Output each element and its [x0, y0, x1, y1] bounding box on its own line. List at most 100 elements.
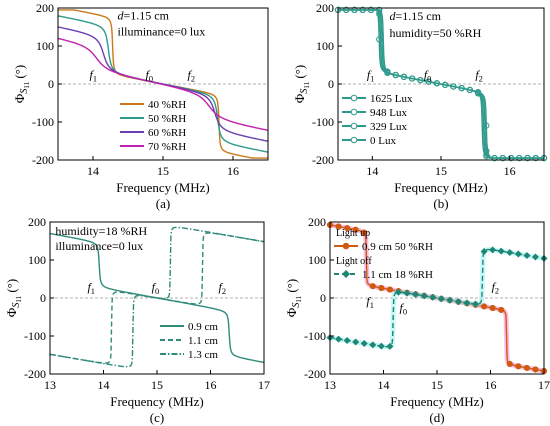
y-tick-label: 0	[320, 291, 326, 305]
x-tick-label: 14	[98, 378, 110, 392]
series-marker	[523, 251, 531, 259]
series-marker	[429, 293, 437, 301]
legend-label: 948 Lux	[370, 107, 407, 119]
annotation: f0	[146, 67, 154, 83]
series-marker	[483, 147, 490, 155]
legend-label: 70 %RH	[148, 141, 186, 153]
series-marker	[524, 155, 531, 162]
y-tick-label: 200	[308, 215, 326, 229]
panel-label: (c)	[150, 410, 164, 425]
x-tick-label: 13	[44, 378, 56, 392]
series-marker	[351, 6, 358, 13]
series-marker	[442, 81, 449, 88]
series-marker	[514, 250, 522, 258]
legend-label: 329 Lux	[370, 121, 407, 133]
x-axis-label: Frequency (MHz)	[390, 394, 484, 409]
y-tick-label: -200	[32, 153, 54, 167]
panel-label: (a)	[156, 196, 170, 211]
legend-marker	[350, 136, 358, 144]
series-marker	[369, 283, 376, 290]
x-tick-label: 16	[205, 378, 217, 392]
x-tick-label: 15	[431, 378, 443, 392]
x-tick-label: 15	[151, 378, 163, 392]
legend-label: 40 %RH	[148, 99, 186, 111]
series-marker	[409, 75, 416, 82]
series-marker	[506, 249, 514, 257]
legend-label: 1.3 cm	[188, 349, 218, 361]
annotation: f0	[424, 67, 432, 83]
series-marker	[454, 298, 462, 306]
series-marker	[378, 284, 385, 292]
y-tick-label: -200	[312, 153, 334, 167]
annotation: humidity=50 %RH	[390, 26, 482, 40]
legend-marker	[350, 94, 358, 102]
series-marker	[532, 366, 539, 373]
y-tick-label: -100	[304, 329, 326, 343]
legend-label: 1.1 cm 18 %RH	[362, 269, 433, 281]
series-marker	[446, 296, 454, 304]
series-marker	[450, 83, 457, 90]
series-marker	[433, 80, 440, 87]
series-marker	[489, 246, 497, 254]
series-marker	[498, 306, 505, 314]
annotation: f2	[492, 279, 500, 295]
series-marker	[376, 6, 383, 13]
panel-label: (b)	[433, 196, 448, 211]
annotation: illuminance=0 lux	[55, 239, 143, 253]
x-tick-label: 17	[258, 378, 270, 392]
series-marker	[507, 155, 515, 162]
y-tick-label: 200	[36, 1, 54, 15]
legend-marker	[350, 122, 358, 130]
series-marker	[472, 300, 480, 308]
series-marker	[523, 364, 530, 372]
legend-label: 60 %RH	[148, 127, 186, 139]
x-tick-label: 16	[504, 164, 516, 178]
x-tick-label: 17	[538, 378, 550, 392]
series-marker	[474, 88, 482, 96]
series-marker	[458, 84, 465, 92]
series-marker	[369, 341, 377, 349]
x-tick-label: 16	[227, 164, 239, 178]
annotation: f0	[400, 300, 408, 316]
series-line	[57, 37, 269, 131]
panel-c: 13 14 15 16 17 -200 -100 0 100 200 Frequency (MHz)…	[4, 215, 270, 425]
series-marker	[412, 290, 420, 298]
y-tick-label: 200	[316, 1, 334, 15]
annotation: f1	[90, 67, 98, 83]
annotation: f2	[188, 67, 196, 83]
annotation: f1	[366, 294, 374, 310]
panel-d: 13 14 15 16 17 -200 -100 0 100 200 Frequency (MHz)…	[284, 215, 550, 425]
series-marker	[344, 224, 351, 232]
series-marker	[506, 360, 513, 368]
panel-label: (d)	[429, 410, 444, 425]
series-marker	[386, 342, 394, 350]
legend-label: 50 %RH	[148, 113, 186, 125]
series-marker	[343, 337, 351, 345]
y-tick-label: -100	[24, 329, 46, 343]
x-tick-label: 15	[157, 164, 169, 178]
y-axis-label: ΦS11 (°)	[292, 65, 311, 103]
y-tick-label: -100	[32, 115, 54, 129]
series-marker	[516, 155, 523, 162]
y-axis-label: ΦS11 (°)	[12, 65, 31, 103]
series-marker	[532, 155, 539, 162]
series-marker	[466, 86, 473, 93]
annotation: f2	[219, 280, 227, 296]
annotation: d=1.15 cm	[118, 8, 170, 22]
series-marker	[394, 288, 402, 296]
y-axis-label: ΦS11 (°)	[284, 279, 303, 317]
series-marker	[491, 155, 498, 162]
legend-label: 1625 Lux	[370, 93, 413, 105]
series-marker	[352, 226, 359, 233]
series-marker	[386, 286, 394, 293]
x-tick-label: 14	[366, 164, 378, 178]
y-tick-label: 200	[28, 215, 46, 229]
y-axis-label: ΦS11 (°)	[4, 279, 23, 317]
legend-header: Light off	[336, 256, 372, 267]
legend-header: Light up	[336, 228, 370, 239]
annotation: f1	[367, 67, 375, 83]
annotation: illuminance=0 lux	[118, 24, 206, 38]
series-marker	[515, 363, 522, 370]
series-marker	[497, 247, 505, 255]
y-tick-label: 0	[48, 77, 54, 91]
